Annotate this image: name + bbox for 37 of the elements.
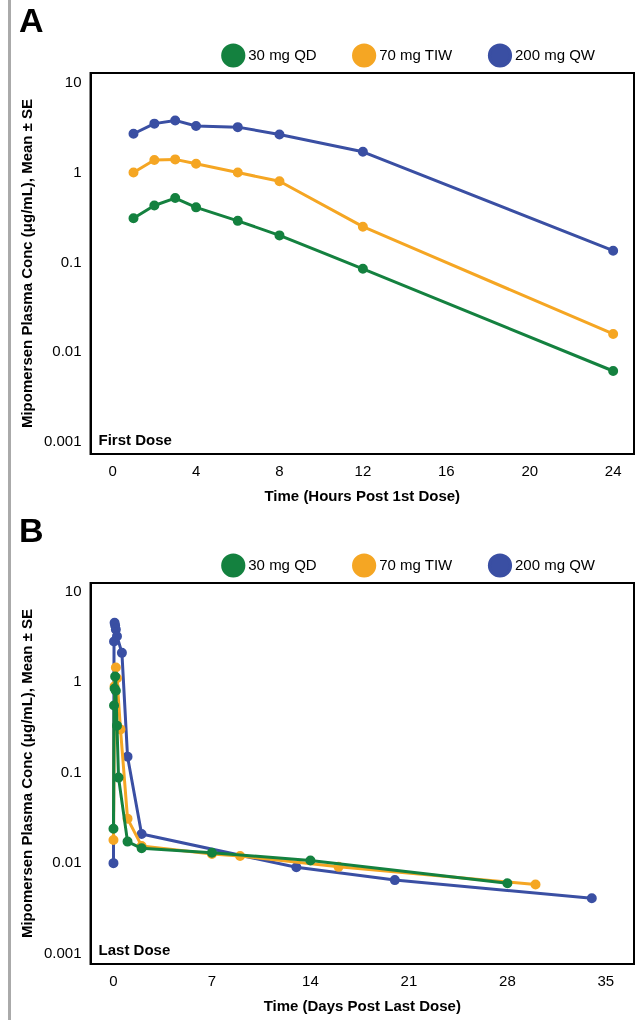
y-tick-label: 10: [64, 72, 82, 90]
chart-title: A: [19, 1, 44, 40]
x-tick-label: 28: [499, 972, 516, 990]
y-tick-label: 0.001: [43, 432, 82, 450]
x-axis-title: Time (Hours Post 1st Dose): [264, 487, 461, 505]
legend-label: 70 mg TIW: [379, 45, 454, 63]
chart-title: B: [19, 511, 44, 550]
annotation: First Dose: [98, 430, 172, 448]
y-tick-label: 0.001: [43, 943, 82, 961]
x-tick-label: 14: [302, 972, 319, 990]
y-axis-title: Mipomersen Plasma Conc (μg/mL), Mean ± SE: [18, 608, 36, 939]
y-tick-label: 0.1: [60, 762, 82, 780]
y-tick-label: 10: [64, 581, 82, 599]
y-axis-title: Mipomersen Plasma Conc (μg/mL), Mean ± SE: [18, 98, 36, 429]
legend-label: 30 mg QD: [248, 555, 317, 573]
x-tick-label: 7: [207, 972, 217, 990]
x-tick-label: 0: [108, 462, 117, 480]
y-tick-label: 1: [73, 672, 82, 690]
x-tick-label: 21: [400, 972, 418, 990]
x-tick-label: 16: [437, 462, 455, 480]
y-tick-label: 0.1: [60, 252, 82, 270]
y-tick-label: 0.01: [52, 342, 82, 360]
y-tick-label: 1: [73, 162, 82, 180]
legend-label: 30 mg QD: [248, 45, 317, 63]
legend-label: 70 mg TIW: [379, 555, 454, 573]
x-tick-label: 12: [354, 462, 372, 480]
x-tick-label: 24: [604, 462, 622, 480]
x-tick-label: 20: [521, 462, 539, 480]
x-tick-label: 35: [597, 972, 615, 990]
x-tick-label: 8: [275, 462, 284, 480]
legend-label: 200 mg QW: [514, 45, 596, 63]
x-tick-label: 4: [191, 462, 201, 480]
legend-label: 200 mg QW: [514, 555, 596, 573]
annotation: Last Dose: [98, 940, 171, 958]
y-tick-label: 0.01: [52, 853, 82, 871]
x-tick-label: 0: [109, 972, 118, 990]
x-axis-title: Time (Days Post Last Dose): [263, 997, 461, 1015]
